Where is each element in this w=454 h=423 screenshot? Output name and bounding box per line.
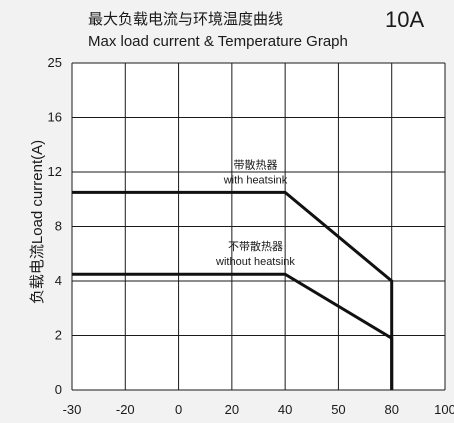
series-lines [72,190,394,390]
y-tick-label: 16 [48,110,62,125]
x-tick-label: 20 [225,402,239,417]
x-tick-label: 50 [331,402,345,417]
x-axis-ticks: -30 -20 0 20 40 50 80 100 [63,402,454,417]
grid [71,62,446,391]
y-tick-label: 8 [55,219,62,234]
x-tick-label: -20 [116,402,135,417]
annotation-en: without heatsink [215,256,295,268]
annotation-en: with heatsink [223,174,288,186]
y-axis-label: 负载电流Load current(A) [29,140,46,304]
y-tick-label: 4 [55,273,62,288]
series-line-with-heatsink [72,190,394,390]
model-label: 10A [385,7,424,32]
x-tick-label: -30 [63,402,82,417]
x-tick-label: 100 [434,402,454,417]
x-tick-label: 40 [278,402,292,417]
series-line-without-heatsink [72,272,394,390]
y-tick-label: 2 [55,328,62,343]
y-axis-ticks: 0 2 4 8 12 16 25 [48,55,62,397]
annotations: 带散热器 with heatsink 不带散热器 without heatsink [215,157,295,268]
x-tick-label: 0 [175,402,182,417]
y-tick-label: 0 [55,382,62,397]
annotation-cn: 带散热器 [234,157,278,171]
x-tick-label: 80 [384,402,398,417]
y-tick-label: 12 [48,164,62,179]
annotation-cn: 不带散热器 [228,239,283,253]
chart-title-en: Max load current & Temperature Graph [88,33,348,50]
y-tick-label: 25 [48,55,62,70]
chart-title-cn: 最大负载电流与环境温度曲线 [88,10,283,28]
